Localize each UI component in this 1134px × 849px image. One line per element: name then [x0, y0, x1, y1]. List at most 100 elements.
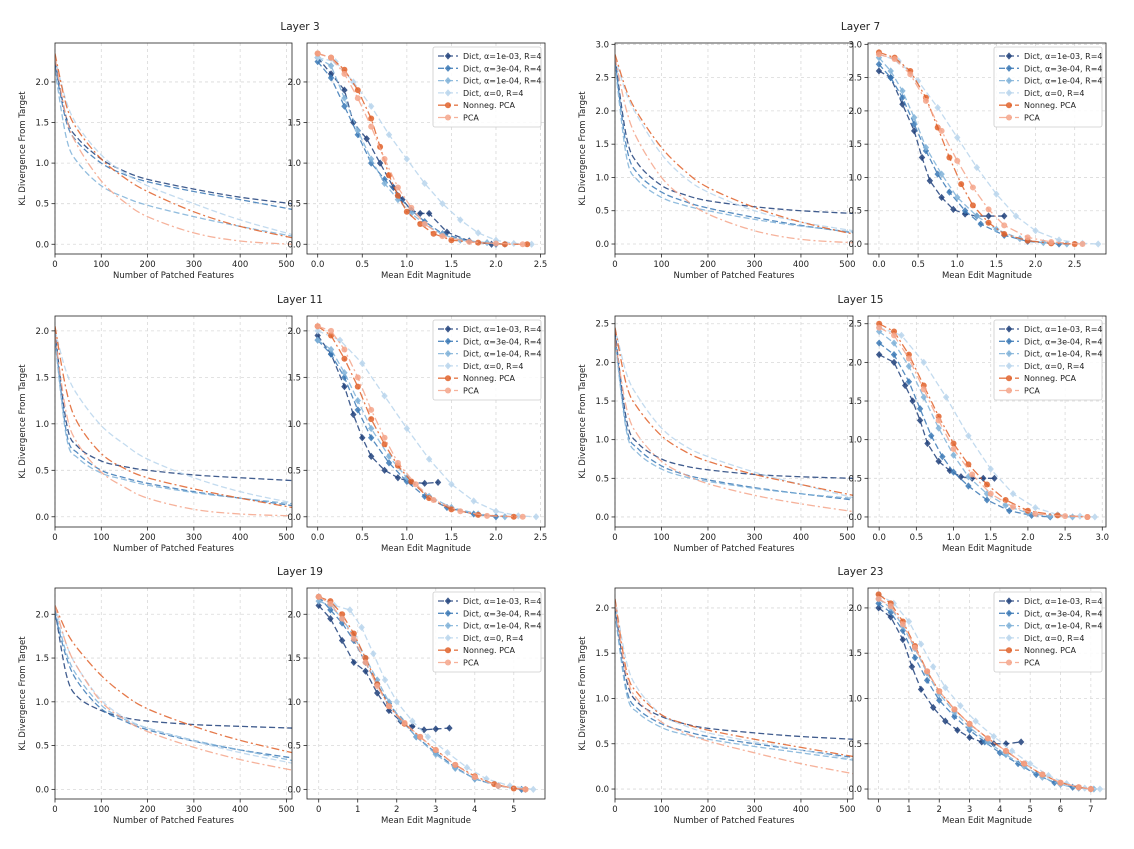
legend-label: PCA	[463, 659, 479, 668]
data-point	[381, 676, 389, 684]
x-tick-label: 0.0	[872, 533, 886, 543]
y-tick-label: 1.5	[848, 140, 862, 150]
y-tick-label: 0.0	[287, 785, 301, 795]
series-line	[318, 596, 526, 791]
series-line	[55, 340, 292, 505]
data-point	[916, 416, 924, 424]
y-tick-label: 1.0	[848, 173, 862, 183]
series-pca	[615, 57, 853, 244]
data-point	[314, 331, 321, 340]
data-point	[327, 350, 335, 358]
data-point	[421, 179, 428, 187]
x-axis-label: Mean Edit Magnitude	[381, 544, 471, 554]
data-point	[942, 684, 949, 692]
data-point	[987, 465, 994, 473]
legend-marker	[445, 647, 451, 654]
series-nonneg-pca	[615, 598, 853, 758]
data-point	[403, 208, 410, 215]
data-point	[876, 324, 883, 331]
series-pca	[314, 50, 526, 248]
x-tick-label: 2.0	[489, 533, 503, 543]
data-point	[984, 481, 990, 488]
x-tick-label: 500	[839, 533, 855, 543]
data-point	[341, 383, 348, 391]
data-point	[457, 216, 464, 224]
series-line	[615, 603, 853, 775]
series-line	[55, 57, 292, 245]
series-line	[317, 325, 514, 518]
x-tick-label: 4	[472, 805, 477, 815]
data-point	[368, 416, 375, 423]
y-tick-label: 1.5	[595, 649, 609, 659]
data-point	[875, 591, 882, 598]
x-tick-label: 2.5	[1068, 260, 1082, 270]
series-dict-1e-03-r-4	[315, 601, 453, 734]
data-point	[909, 397, 916, 405]
data-point	[524, 241, 531, 248]
data-point	[991, 474, 998, 482]
series-dict-3e-04-r-4	[615, 335, 853, 501]
series-line	[878, 330, 1073, 518]
y-tick-label: 1.5	[287, 373, 301, 383]
legend-label: Dict, α=1e-03, R=4	[1024, 52, 1103, 61]
y-tick-label: 1.5	[287, 119, 301, 129]
x-tick-label: 2	[937, 805, 942, 815]
data-point	[1001, 212, 1008, 220]
y-tick-label: 2.0	[35, 327, 49, 337]
series-dict-1e-04-r-4	[615, 64, 853, 233]
plot-area	[615, 598, 853, 775]
data-point	[417, 733, 424, 740]
y-tick-label: 0.5	[595, 740, 609, 750]
data-point	[409, 717, 416, 725]
legend: Dict, α=1e-03, R=4 Dict, α=3e-04, R=4 Dict…	[432, 319, 542, 401]
panel-1-left: 0 100 200 300 400 500 0.0 0.5 1.0 1.5 2.0 2.5 3.0 Num…	[578, 40, 856, 281]
x-tick-label: 400	[793, 533, 809, 543]
data-point	[990, 740, 998, 748]
data-point	[954, 193, 961, 202]
data-point	[448, 480, 455, 488]
data-point	[1045, 771, 1052, 780]
x-axis-label: Number of Patched Features	[113, 816, 235, 826]
data-point	[370, 650, 377, 658]
series-dict-1e-03-r-4	[615, 331, 853, 479]
data-point	[973, 212, 981, 220]
legend-label: PCA	[1024, 114, 1040, 123]
series-line	[55, 605, 292, 771]
data-point	[522, 786, 529, 793]
legend-marker	[1005, 325, 1013, 333]
series-line	[615, 339, 853, 513]
x-tick-label: 1.5	[984, 533, 998, 543]
data-point	[924, 668, 931, 675]
legend-marker	[1006, 659, 1012, 666]
x-tick-label: 2.0	[1029, 260, 1043, 270]
x-tick-label: 100	[653, 260, 669, 270]
data-point	[993, 190, 1000, 198]
data-point	[430, 497, 437, 504]
data-point	[905, 362, 913, 370]
axes-frame	[306, 587, 546, 800]
data-point	[381, 466, 388, 474]
series-line	[615, 331, 853, 479]
x-tick-label: 1.5	[445, 533, 459, 543]
data-point	[367, 102, 375, 110]
x-tick-label: 0	[876, 805, 881, 815]
y-tick-label: 2.0	[287, 327, 301, 337]
data-point	[1039, 771, 1046, 778]
y-tick-label: 0.0	[287, 513, 301, 523]
y-tick-label: 2.5	[595, 320, 609, 330]
series-dict-0-r-4	[55, 330, 292, 504]
y-tick-label: 0.0	[595, 240, 609, 250]
data-point	[983, 496, 991, 504]
x-tick-label: 0.0	[311, 260, 325, 270]
series-line	[55, 57, 292, 236]
x-tick-label: 3.0	[1096, 533, 1110, 543]
legend-marker	[444, 89, 452, 97]
data-point	[1091, 513, 1099, 521]
data-point	[394, 459, 401, 466]
legend-label: Dict, α=3e-04, R=4	[463, 337, 542, 346]
y-tick-label: 2.0	[287, 610, 301, 620]
series-dict-0-r-4	[314, 327, 540, 521]
y-tick-label: 2.0	[35, 610, 49, 620]
data-point	[362, 667, 369, 675]
series-dict-3e-04-r-4	[615, 60, 853, 234]
